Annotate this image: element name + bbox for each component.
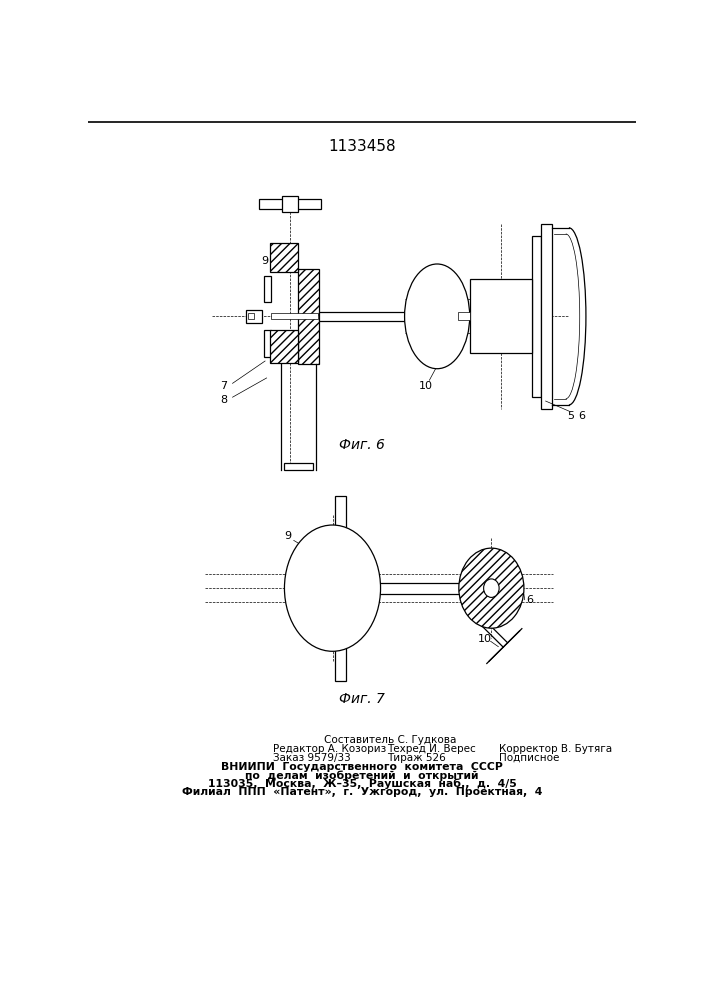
Text: 5: 5 xyxy=(567,411,574,421)
Text: 1133458: 1133458 xyxy=(328,139,396,154)
Bar xyxy=(298,269,320,364)
Bar xyxy=(541,224,552,409)
Bar xyxy=(248,313,255,319)
Text: 10: 10 xyxy=(419,381,433,391)
Text: Филиал  ППП  «Патент»,  г.  Ужгород,  ул.  Проектная,  4: Филиал ППП «Патент», г. Ужгород, ул. Про… xyxy=(182,787,542,797)
Bar xyxy=(532,235,541,397)
Ellipse shape xyxy=(284,525,380,651)
Text: 6: 6 xyxy=(527,595,534,605)
Bar xyxy=(335,496,346,681)
Bar xyxy=(348,583,484,594)
Text: Составитель С. Гудкова: Составитель С. Гудкова xyxy=(325,735,457,745)
Text: 7: 7 xyxy=(221,381,228,391)
Bar xyxy=(271,313,317,319)
Bar xyxy=(270,243,298,272)
Text: 6: 6 xyxy=(578,411,585,421)
Text: Корректор В. Бутяга: Корректор В. Бутяга xyxy=(499,744,612,754)
Ellipse shape xyxy=(404,264,469,369)
Text: Редактор А. Козориз: Редактор А. Козориз xyxy=(273,744,386,754)
Bar xyxy=(264,330,271,357)
Text: 10: 10 xyxy=(477,634,491,644)
Text: 9: 9 xyxy=(262,256,269,266)
Bar xyxy=(469,279,532,353)
Ellipse shape xyxy=(484,579,499,597)
Bar xyxy=(259,199,321,209)
Bar xyxy=(264,276,271,302)
Text: ВНИИПИ  Государственного  комитета  СССР: ВНИИПИ Государственного комитета СССР xyxy=(221,762,503,772)
Bar xyxy=(284,463,313,470)
Text: 8: 8 xyxy=(221,395,228,405)
Bar xyxy=(320,312,410,321)
Bar xyxy=(282,196,298,212)
Bar xyxy=(270,330,298,363)
Text: Тираж 526: Тираж 526 xyxy=(387,753,445,763)
Text: Фиг. 6: Фиг. 6 xyxy=(339,438,385,452)
Text: по  делам  изобретений  и  открытий: по делам изобретений и открытий xyxy=(245,770,479,781)
Ellipse shape xyxy=(459,548,524,628)
Text: Техред И. Верес: Техред И. Верес xyxy=(387,744,476,754)
Bar xyxy=(247,310,262,323)
Text: 9: 9 xyxy=(284,531,291,541)
Text: Подписное: Подписное xyxy=(499,753,559,763)
Text: 113035,  Москва,  Ж–35,  Раушская  наб.,  д.  4/5: 113035, Москва, Ж–35, Раушская наб., д. … xyxy=(208,778,516,789)
Text: Фиг. 7: Фиг. 7 xyxy=(339,692,385,706)
Text: Заказ 9579/33: Заказ 9579/33 xyxy=(273,753,351,763)
Bar xyxy=(458,312,469,320)
